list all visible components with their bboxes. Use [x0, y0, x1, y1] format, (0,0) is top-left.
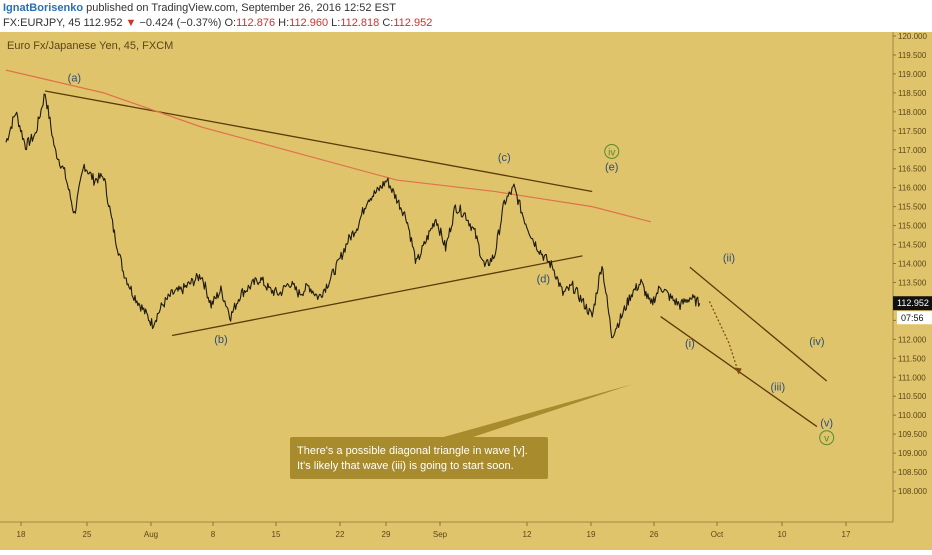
change-value: −0.424 (−0.37%) [139, 17, 222, 29]
price-tick-label: 110.000 [898, 411, 927, 420]
time-tick-label: Aug [144, 530, 158, 539]
close-label: C: [382, 17, 394, 29]
publish-header: IgnatBorisenko published on TradingView.… [0, 0, 932, 32]
price-chart[interactable]: Euro Fx/Japanese Yen, 45, FXCM 120.000 11… [0, 32, 932, 550]
annotation-line-2: It's likely that wave (iii) is going to … [297, 460, 514, 472]
price-tick-label: 116.000 [898, 184, 927, 193]
price-tick-label: 115.000 [898, 222, 927, 231]
time-tick-label: 12 [523, 530, 532, 539]
wave-labels: (a) (b) (c) (d) (e) (i) (ii) (iii) (iv) (v) iv v [68, 73, 835, 446]
countdown-tag-label: 07:56 [901, 313, 924, 323]
price-tick-label: 119.000 [898, 70, 927, 79]
moving-average-line [5, 69, 651, 223]
time-tick-label: 17 [842, 530, 851, 539]
last-price-tag [893, 296, 932, 311]
price-tick-label: 116.500 [898, 165, 927, 174]
wave-label: (d) [537, 273, 550, 285]
moving-average [5, 69, 651, 223]
annotation-callout[interactable]: There's a possible diagonal triangle in … [290, 384, 633, 479]
wave-label: (a) [68, 73, 81, 85]
time-tick-label: 25 [83, 530, 92, 539]
upper-triangle-trendline [44, 90, 593, 193]
price-tick-label: 118.000 [898, 108, 927, 117]
green-wave-label: v [824, 434, 829, 445]
price-tick-label: 111.000 [898, 373, 926, 382]
time-tick-label: 18 [17, 530, 26, 539]
price-tick-label: 119.500 [898, 51, 927, 60]
price-tags: 112.952 07:56 [893, 296, 932, 325]
green-wave-label: iv [608, 147, 615, 158]
low-label: L: [331, 17, 341, 29]
price-line [5, 93, 701, 339]
time-tick-label: Oct [711, 530, 724, 539]
chart-title: Euro Fx/Japanese Yen, 45, FXCM [7, 40, 173, 52]
symbol-label: FX:EURJPY, 45 [3, 17, 81, 29]
price-tick-label: 118.500 [898, 89, 927, 98]
wave-label: (e) [605, 162, 618, 174]
price-tick-label: 108.000 [898, 487, 927, 496]
price-tick-label: 114.500 [898, 241, 927, 250]
price-tick-label: 117.500 [898, 127, 927, 136]
callout-box [290, 437, 548, 479]
price-tick-label: 112.000 [898, 335, 927, 344]
lower-triangle-trendline [171, 255, 583, 337]
price-tick-label: 109.000 [898, 449, 927, 458]
wave-label: (ii) [723, 253, 735, 265]
forecast-arrow-icon [734, 367, 742, 375]
high-value: 112.960 [289, 17, 329, 29]
forecast-path [708, 301, 742, 375]
wave-label: (iv) [809, 336, 824, 348]
price-tick-label: 113.500 [898, 278, 927, 287]
price-tick-label: 117.000 [898, 146, 927, 155]
wave-label: (i) [685, 338, 695, 350]
author-link[interactable]: IgnatBorisenko [3, 2, 84, 14]
time-tick-label: 8 [211, 530, 216, 539]
time-tick-label: 29 [382, 530, 391, 539]
price-tick-label: 114.000 [898, 260, 927, 269]
wave-label: (c) [498, 152, 511, 164]
wave-label: (b) [214, 334, 227, 346]
high-label: H: [278, 17, 290, 29]
low-value: 112.818 [340, 17, 380, 29]
change-down-icon: ▼ [125, 17, 137, 29]
time-tick-label: 22 [336, 530, 345, 539]
open-label: O: [224, 17, 237, 29]
price-tick-label: 108.500 [898, 468, 927, 477]
price-series [5, 93, 701, 339]
price-tick-label: 109.500 [898, 430, 927, 439]
price-tick-label: 111.500 [898, 354, 926, 363]
time-axis[interactable]: 18 25 Aug 8 15 22 29 Sep 12 19 26 Oct 10 17 [0, 521, 893, 539]
time-tick-label: 19 [587, 530, 596, 539]
price-tick-label: 120.000 [898, 32, 927, 41]
wave-label: (v) [820, 418, 833, 430]
green-wave-circle-icon [819, 430, 835, 446]
last-price: 112.952 [83, 17, 123, 29]
ohlc-line: FX:EURJPY, 45 112.952 ▼ −0.424 (−0.37%) … [3, 17, 432, 29]
time-tick-label: 26 [650, 530, 659, 539]
open-value: 112.876 [236, 17, 276, 29]
last-price-tag-label: 112.952 [897, 298, 929, 308]
chart-area[interactable]: Euro Fx/Japanese Yen, 45, FXCM 120.000 11… [0, 32, 932, 550]
time-tick-label: 10 [778, 530, 787, 539]
countdown-tag [897, 311, 932, 325]
published-text: published on TradingView.com, September … [83, 2, 396, 14]
callout-pointer [440, 384, 633, 438]
time-tick-label: Sep [433, 530, 448, 539]
publish-line: IgnatBorisenko published on TradingView.… [3, 2, 396, 14]
price-tick-label: 110.500 [898, 392, 927, 401]
wave-label: (iii) [770, 382, 785, 394]
green-wave-circle-icon [604, 143, 620, 159]
close-value: 112.952 [393, 17, 433, 29]
price-tick-label: 115.500 [898, 203, 927, 212]
annotation-line-1: There's a possible diagonal triangle in … [297, 445, 528, 457]
upper-diagonal-trendline [689, 266, 828, 382]
time-tick-label: 15 [272, 530, 281, 539]
